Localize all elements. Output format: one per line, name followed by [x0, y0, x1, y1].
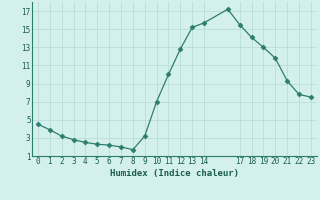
- X-axis label: Humidex (Indice chaleur): Humidex (Indice chaleur): [110, 169, 239, 178]
